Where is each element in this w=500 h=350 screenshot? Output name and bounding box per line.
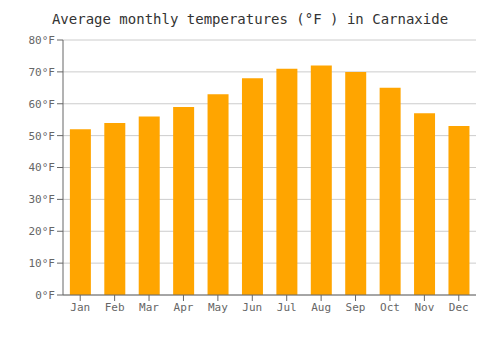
svg-text:Sep: Sep: [346, 301, 366, 314]
svg-text:Jun: Jun: [242, 301, 262, 314]
html-text:Average monthly temperatures (: Average monthly temperatures (°F ) in Ca…: [51, 11, 449, 27]
svg-text:Feb: Feb: [105, 301, 125, 314]
svg-text:30°F: 30°F: [29, 193, 56, 206]
svg-text:Mar: Mar: [139, 301, 159, 314]
svg-text:Nov: Nov: [414, 301, 434, 314]
svg-text:10°F: 10°F: [29, 257, 56, 270]
svg-text:20°F: 20°F: [29, 225, 56, 238]
svg-text:40°F: 40°F: [29, 161, 56, 174]
svg-text:Dec: Dec: [449, 301, 469, 314]
svg-text:Aug: Aug: [311, 301, 331, 314]
svg-text:May: May: [208, 301, 228, 314]
svg-text:80°F: 80°F: [29, 34, 56, 47]
svg-text:50°F: 50°F: [29, 130, 56, 143]
svg-text:Apr: Apr: [174, 301, 194, 314]
svg-text:Oct: Oct: [380, 301, 400, 314]
svg-text:Jul: Jul: [277, 301, 297, 314]
svg-text:0°F: 0°F: [35, 289, 55, 302]
svg-text:60°F: 60°F: [29, 98, 56, 111]
svg-text:Jan: Jan: [70, 301, 90, 314]
svg-text:70°F: 70°F: [29, 66, 56, 79]
